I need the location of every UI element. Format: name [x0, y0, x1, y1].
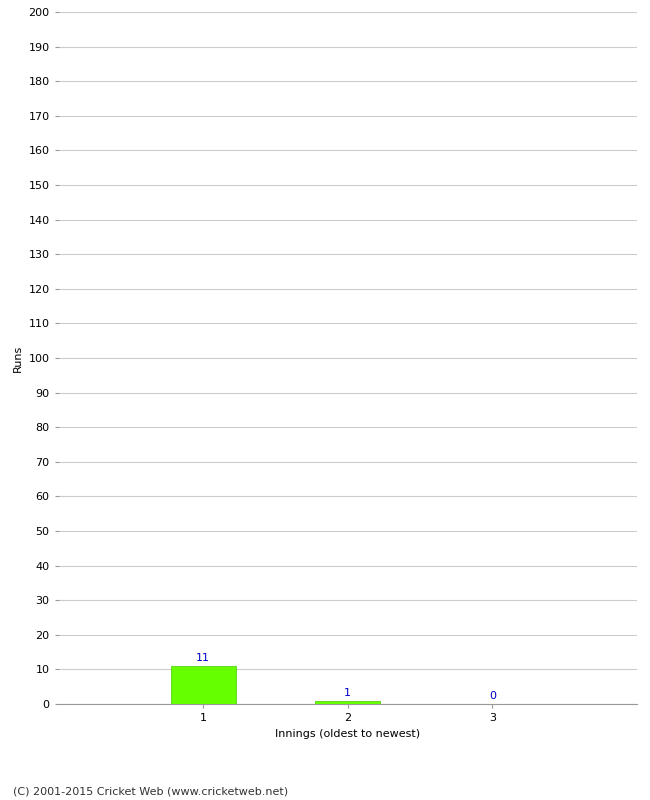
Y-axis label: Runs: Runs — [13, 344, 23, 372]
Text: 11: 11 — [196, 653, 210, 663]
Text: 1: 1 — [344, 688, 351, 698]
Text: (C) 2001-2015 Cricket Web (www.cricketweb.net): (C) 2001-2015 Cricket Web (www.cricketwe… — [13, 786, 288, 796]
Bar — [315, 701, 380, 704]
X-axis label: Innings (oldest to newest): Innings (oldest to newest) — [275, 729, 421, 738]
Text: 0: 0 — [489, 691, 496, 702]
Bar — [170, 666, 236, 704]
